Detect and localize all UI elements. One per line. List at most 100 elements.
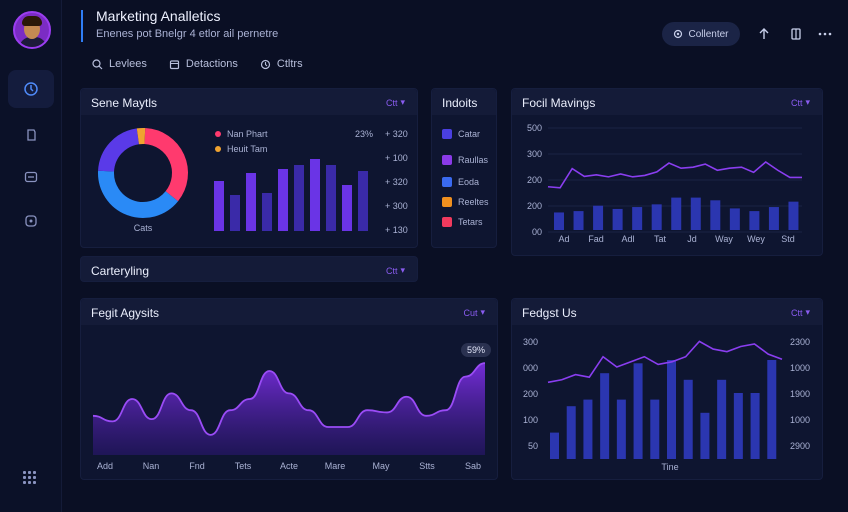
insight-swatch xyxy=(442,197,452,207)
dropdown-label: Ctt xyxy=(790,97,803,108)
tab-levlees[interactable]: Levlees xyxy=(92,58,147,70)
card-header xyxy=(81,299,497,325)
chevron-down-icon: ▾ xyxy=(805,97,810,107)
tab-label: Levlees xyxy=(109,58,147,70)
bar xyxy=(632,207,643,230)
bar xyxy=(767,360,777,459)
bar xyxy=(342,185,352,231)
collaborate-label: Collenter xyxy=(688,28,729,40)
legend-item: Nan Phart xyxy=(215,129,268,139)
x-tick-label: Add xyxy=(97,461,113,471)
bar xyxy=(600,373,610,459)
collaborate-button[interactable]: Collenter xyxy=(662,22,740,46)
bar xyxy=(262,193,272,231)
x-tick-label: Tets xyxy=(235,461,252,471)
card-dropdown[interactable]: Ctt ▾ xyxy=(386,97,405,108)
bar xyxy=(710,200,721,230)
y-tick-label: 200 xyxy=(527,201,542,211)
bar xyxy=(214,181,224,231)
inbox-icon xyxy=(24,171,38,183)
y-tick-label: 50 xyxy=(528,441,538,451)
insight-item[interactable]: Eoda xyxy=(442,177,479,187)
area-line xyxy=(92,362,486,436)
sidebar-item-chat[interactable] xyxy=(8,202,54,240)
y-tick-label-right: 1000 xyxy=(790,363,810,373)
dropdown-label: Cut xyxy=(463,307,478,318)
fegit-area-chart: Add Nan Fnd Tets Acte Mare May Stts Sab xyxy=(92,362,486,471)
tab-bar: Levlees Detactions Ctltrs xyxy=(92,58,303,70)
y-tick-label-right: 2300 xyxy=(790,337,810,347)
insight-item[interactable]: Raullas xyxy=(442,155,488,165)
bar xyxy=(717,379,727,459)
legend-label: Nan Phart xyxy=(227,129,268,139)
header-accent-line xyxy=(81,10,83,42)
document-icon xyxy=(27,129,36,141)
bar xyxy=(326,165,336,231)
insight-item[interactable]: Reeltes xyxy=(442,197,489,207)
sidebar-item-inbox[interactable] xyxy=(8,158,54,196)
sidebar-item-dashboard[interactable] xyxy=(8,70,54,108)
x-tick-label: May xyxy=(372,461,390,471)
bar xyxy=(671,197,682,230)
insight-item[interactable]: Tetars xyxy=(442,217,483,227)
x-tick-label: Wey xyxy=(747,234,765,244)
card-dropdown[interactable]: Cut ▾ xyxy=(463,307,485,318)
card-title: Indoits xyxy=(442,96,478,110)
card-dropdown[interactable]: Ctt ▾ xyxy=(791,307,810,318)
insight-item[interactable]: Catar xyxy=(442,129,480,139)
x-tick-label: Tat xyxy=(654,234,667,244)
card-header xyxy=(81,89,417,115)
sidebar-item-document[interactable] xyxy=(8,116,54,154)
card-dropdown[interactable]: Ctt ▾ xyxy=(386,265,405,276)
axis-tick-label: + 130 xyxy=(385,225,408,235)
bar xyxy=(554,212,564,230)
tab-detactions[interactable]: Detactions xyxy=(169,58,238,70)
card-title: Sene Maytls xyxy=(91,96,158,110)
y-tick-label: 200 xyxy=(523,389,538,399)
insight-swatch xyxy=(442,217,452,227)
bar xyxy=(550,432,559,459)
x-tick-label: Adl xyxy=(621,234,634,244)
axis-tick-label: + 320 xyxy=(385,129,408,139)
apps-grid-icon[interactable] xyxy=(23,471,36,484)
card-dropdown[interactable]: Ctt ▾ xyxy=(791,97,810,108)
bar xyxy=(358,171,368,231)
bar xyxy=(593,205,604,230)
insight-swatch xyxy=(442,129,452,139)
insight-label: Eoda xyxy=(458,177,480,187)
card-title: Focil Mavings xyxy=(522,96,596,110)
dropdown-label: Ctt xyxy=(790,307,803,318)
carteryling-card[interactable]: Carteryling Ctt ▾ xyxy=(80,256,418,282)
bar xyxy=(749,211,760,230)
fegit-agysits-card: Fegit Agysits Cut ▾ 59% Add Nan Fnd Tets Acte… xyxy=(80,298,498,480)
x-tick-label: Way xyxy=(715,234,733,244)
combo-chart: 500 300 200 200 00 Ad Fad Adl Tat Jd Way Wey Std xyxy=(527,123,802,244)
more-options-button[interactable] xyxy=(815,24,835,44)
focil-mavings-card: Focil Mavings Ctt ▾ 500 300 200 200 00 Ad Fad Ad… xyxy=(511,88,823,256)
page-title: Marketing Analletics xyxy=(96,8,221,24)
card-title: Carteryling xyxy=(91,264,150,278)
clipboard-button[interactable] xyxy=(786,24,806,44)
donut-slice xyxy=(98,128,140,173)
chat-icon xyxy=(25,215,37,227)
bar xyxy=(683,379,693,459)
tab-ctltrs[interactable]: Ctltrs xyxy=(260,58,303,70)
chevron-down-icon: ▾ xyxy=(400,97,405,107)
bar xyxy=(230,195,240,231)
y-tick-label: 000 xyxy=(523,363,538,373)
x-tick-label: Sab xyxy=(465,461,481,471)
axis-tick-label: + 100 xyxy=(385,153,408,163)
y-tick-label-right: 1000 xyxy=(790,415,810,425)
bar xyxy=(650,399,660,459)
upload-button[interactable] xyxy=(754,24,774,44)
avatar[interactable] xyxy=(13,11,51,49)
clipboard-icon xyxy=(791,28,801,40)
calendar-icon xyxy=(169,59,180,69)
more-horizontal-icon xyxy=(818,32,832,36)
series-line xyxy=(547,161,802,189)
legend-swatch xyxy=(215,131,221,137)
x-tick-label: Ad xyxy=(558,234,569,244)
dropdown-label: Ctt xyxy=(385,265,398,276)
x-tick-label: Std xyxy=(781,234,795,244)
x-tick-label: Fad xyxy=(588,234,604,244)
